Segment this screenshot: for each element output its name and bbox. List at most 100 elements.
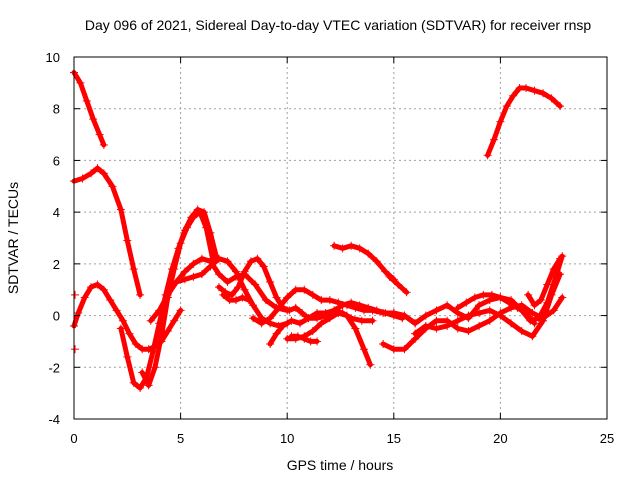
data-point bbox=[214, 270, 223, 279]
y-tick-label: 8 bbox=[53, 102, 60, 117]
data-point bbox=[490, 135, 499, 144]
series-track-17 bbox=[389, 252, 567, 328]
series-line bbox=[380, 295, 565, 352]
data-point bbox=[351, 324, 360, 333]
data-point bbox=[144, 381, 153, 390]
data-point bbox=[219, 290, 228, 299]
data-point bbox=[317, 319, 326, 328]
data-point bbox=[223, 277, 232, 286]
data-point bbox=[180, 267, 189, 276]
data-point bbox=[556, 254, 565, 263]
data-point bbox=[539, 89, 548, 98]
data-point bbox=[313, 337, 322, 346]
data-point bbox=[95, 130, 104, 139]
series-track-11 bbox=[266, 298, 407, 349]
data-point bbox=[394, 280, 403, 289]
data-point bbox=[283, 334, 292, 343]
data-point bbox=[509, 91, 518, 100]
data-point bbox=[232, 296, 241, 305]
data-point bbox=[244, 296, 253, 305]
data-point bbox=[261, 296, 270, 305]
data-point bbox=[82, 96, 91, 105]
series-line bbox=[455, 292, 537, 326]
data-point bbox=[129, 265, 138, 274]
data-point bbox=[106, 296, 115, 305]
data-point bbox=[293, 332, 302, 341]
y-tick-label: -2 bbox=[48, 360, 60, 375]
series-line bbox=[148, 256, 290, 324]
data-point bbox=[381, 308, 390, 317]
data-point bbox=[381, 267, 390, 276]
series-track-20 bbox=[524, 254, 565, 310]
data-point bbox=[325, 296, 334, 305]
data-point bbox=[195, 208, 204, 217]
data-point bbox=[249, 301, 258, 310]
data-point bbox=[125, 329, 134, 338]
data-point bbox=[530, 301, 539, 310]
data-point bbox=[496, 311, 505, 320]
data-point bbox=[99, 140, 108, 149]
data-point bbox=[411, 319, 420, 328]
data-point bbox=[507, 319, 516, 328]
data-point bbox=[202, 223, 211, 232]
data-point bbox=[176, 306, 185, 315]
series-track-15 bbox=[385, 272, 411, 297]
data-point bbox=[176, 239, 185, 248]
y-tick-label: 2 bbox=[53, 257, 60, 272]
data-point bbox=[485, 306, 494, 315]
data-point bbox=[240, 285, 249, 294]
plot-frame bbox=[73, 56, 608, 420]
data-point bbox=[411, 329, 420, 338]
y-axis-label: SDTVAR / TECUs bbox=[5, 182, 21, 294]
data-point bbox=[119, 316, 128, 325]
series-track-1 bbox=[70, 68, 108, 149]
data-point bbox=[479, 290, 488, 299]
data-point bbox=[300, 334, 309, 343]
data-point bbox=[325, 314, 334, 323]
data-point bbox=[464, 311, 473, 320]
data-point bbox=[87, 169, 96, 178]
data-point bbox=[342, 311, 351, 320]
data-point bbox=[266, 277, 275, 286]
data-point bbox=[138, 368, 147, 377]
data-point bbox=[453, 303, 462, 312]
data-point bbox=[87, 283, 96, 292]
data-point bbox=[432, 316, 441, 325]
data-point bbox=[272, 293, 281, 302]
data-point bbox=[214, 254, 223, 263]
data-point bbox=[308, 327, 317, 336]
data-point bbox=[355, 244, 364, 253]
data-point bbox=[347, 298, 356, 307]
series-track-14 bbox=[330, 241, 398, 284]
data-point bbox=[116, 324, 125, 333]
data-point bbox=[366, 360, 375, 369]
data-point bbox=[80, 293, 89, 302]
data-point bbox=[240, 267, 249, 276]
data-point bbox=[223, 257, 232, 266]
data-point bbox=[517, 327, 526, 336]
series-group bbox=[70, 68, 567, 392]
data-point bbox=[558, 293, 567, 302]
y-tick-label: 6 bbox=[53, 153, 60, 168]
data-point bbox=[182, 223, 191, 232]
data-point bbox=[379, 340, 388, 349]
data-point bbox=[123, 352, 132, 361]
series-track-13 bbox=[287, 332, 322, 346]
series-track-19 bbox=[453, 290, 539, 328]
data-point bbox=[485, 316, 494, 325]
data-point bbox=[521, 308, 530, 317]
data-point bbox=[338, 244, 347, 253]
data-point bbox=[189, 213, 198, 222]
data-point bbox=[453, 324, 462, 333]
data-point bbox=[287, 316, 296, 325]
data-point bbox=[266, 340, 275, 349]
data-point bbox=[556, 270, 565, 279]
x-tick-label: 25 bbox=[600, 431, 614, 446]
data-point bbox=[123, 236, 132, 245]
data-point bbox=[148, 347, 157, 356]
data-point bbox=[385, 272, 394, 281]
data-point bbox=[475, 308, 484, 317]
data-point bbox=[266, 314, 275, 323]
data-point bbox=[372, 306, 381, 315]
data-point bbox=[249, 314, 258, 323]
